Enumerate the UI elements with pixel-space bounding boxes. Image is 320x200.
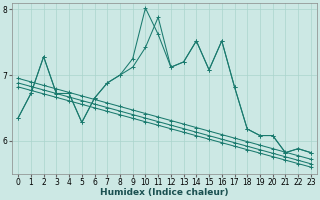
X-axis label: Humidex (Indice chaleur): Humidex (Indice chaleur) — [100, 188, 229, 197]
